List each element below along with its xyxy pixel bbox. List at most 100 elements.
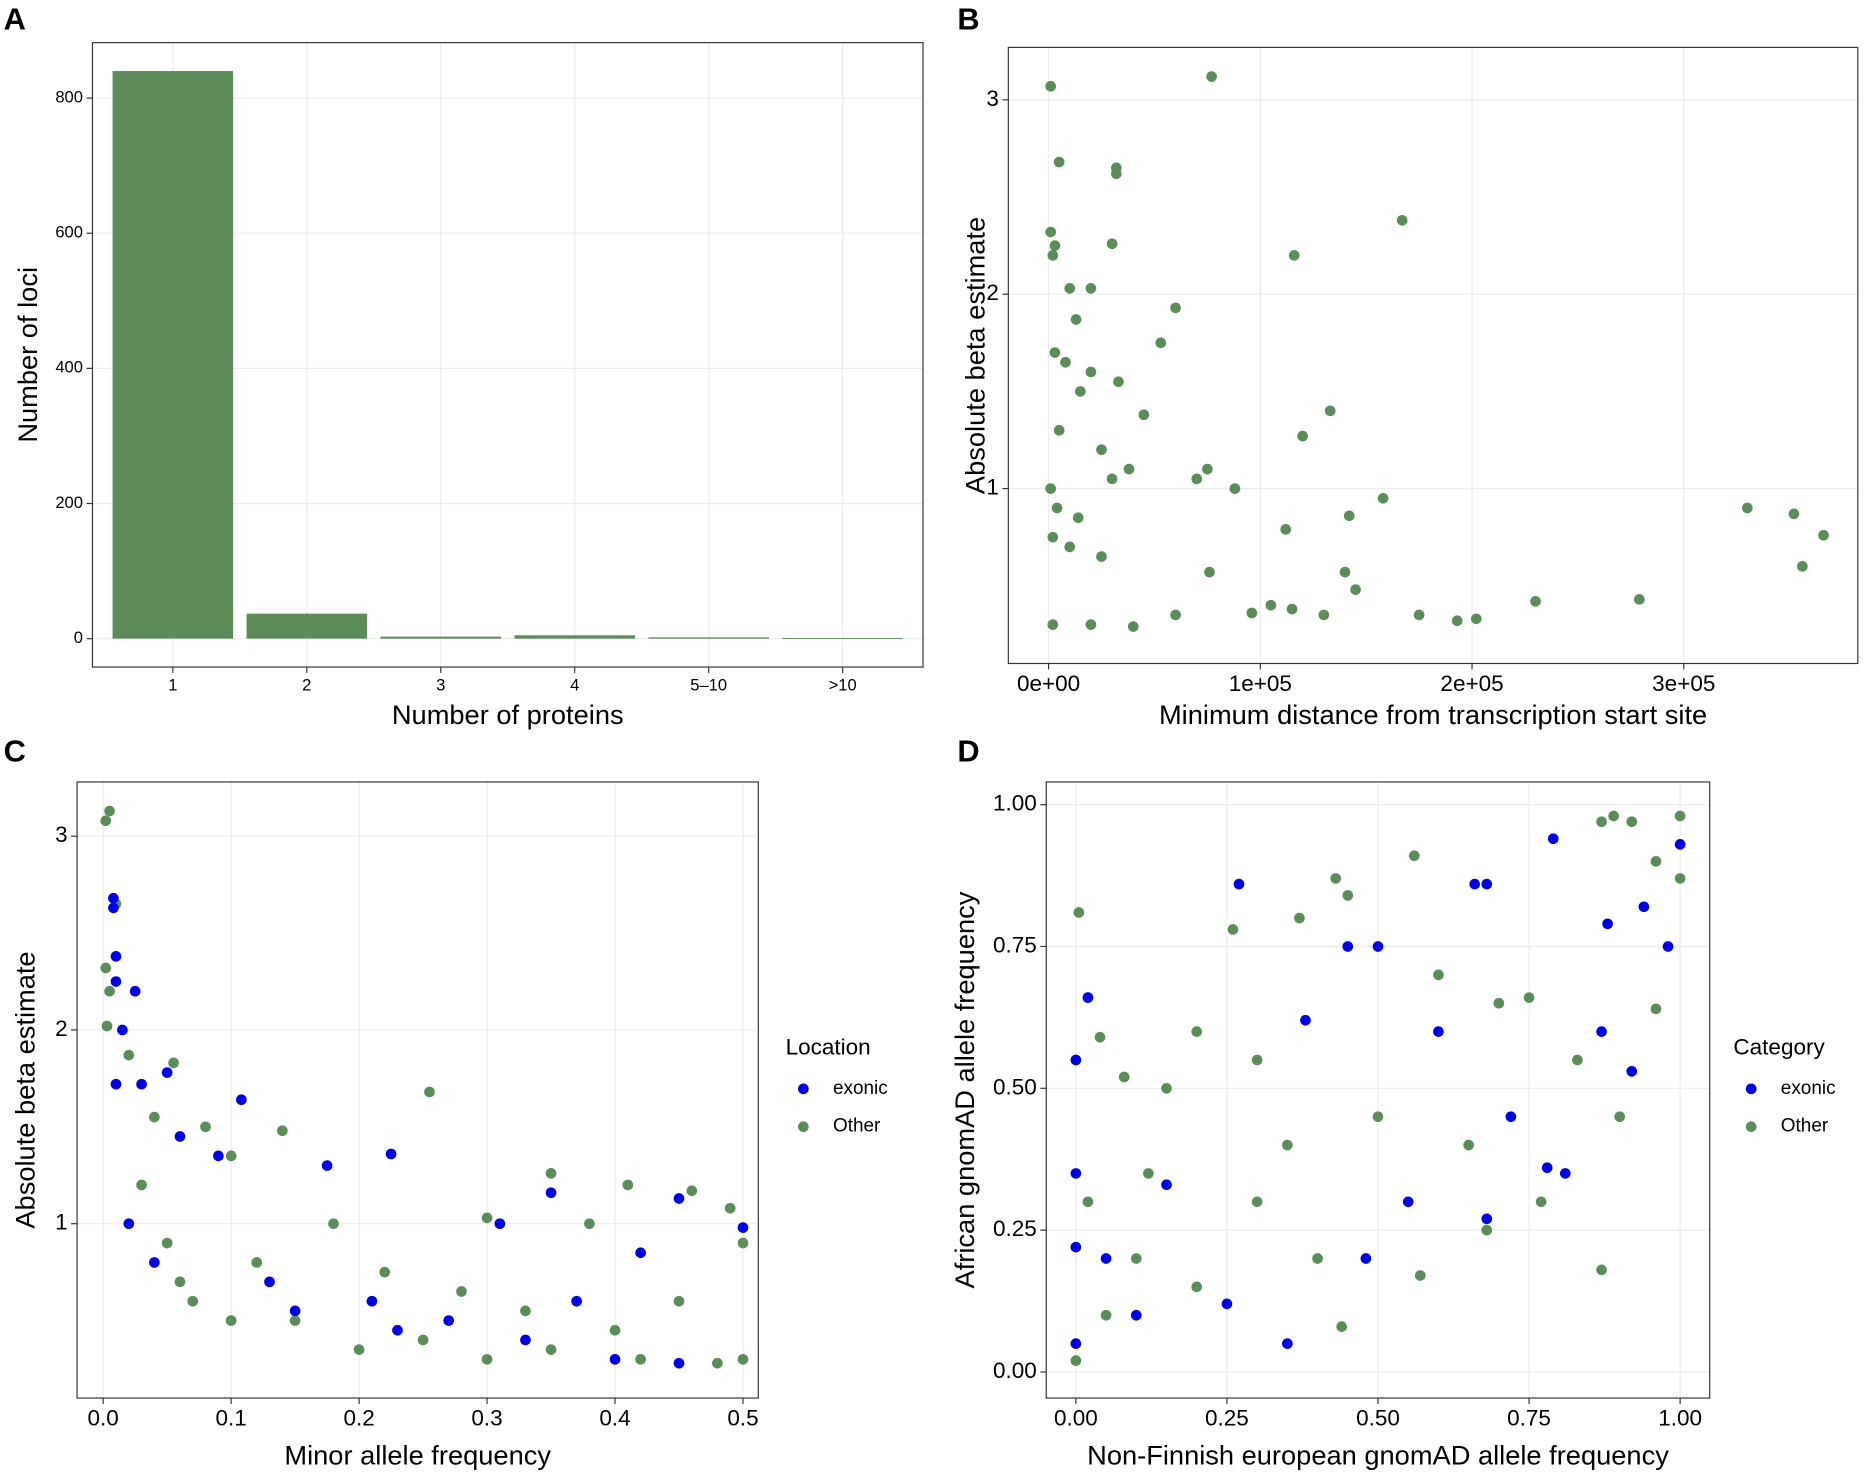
- point: [1045, 80, 1057, 92]
- point: [251, 1257, 263, 1268]
- point: [1073, 907, 1085, 918]
- plot-border: [91, 42, 924, 668]
- point: [1106, 473, 1118, 485]
- legend-title: Location: [786, 1035, 871, 1060]
- point: [1312, 1253, 1323, 1264]
- point: [1045, 483, 1057, 494]
- point: [1202, 463, 1213, 475]
- point: [1072, 512, 1084, 524]
- point: [1614, 1111, 1626, 1123]
- point: [225, 1150, 237, 1162]
- point: [1074, 386, 1086, 397]
- point: [1070, 1054, 1082, 1066]
- point: [1053, 156, 1065, 168]
- point: [392, 1324, 403, 1336]
- point: [1626, 1065, 1638, 1077]
- x-axis-title: Number of proteins: [392, 699, 624, 730]
- panel-label: A: [4, 1, 26, 36]
- point: [110, 1078, 122, 1090]
- x-tick-label: 4: [570, 675, 579, 694]
- point: [117, 1024, 128, 1036]
- x-tick-label: 0.75: [1507, 1405, 1551, 1430]
- legend-swatch: [798, 1121, 809, 1133]
- point: [673, 1295, 685, 1307]
- y-tick-label: 0.25: [993, 1216, 1037, 1241]
- x-tick-label: 0.50: [1356, 1405, 1400, 1430]
- point: [686, 1185, 698, 1197]
- point: [724, 1202, 736, 1214]
- point: [1294, 912, 1305, 924]
- point: [161, 1237, 173, 1249]
- point: [1360, 1253, 1372, 1264]
- point: [1064, 541, 1076, 553]
- point: [1674, 810, 1686, 822]
- point: [1608, 810, 1619, 822]
- point: [213, 1150, 224, 1162]
- point: [225, 1315, 237, 1326]
- y-tick-label: 0.75: [993, 932, 1037, 957]
- point: [1191, 1026, 1203, 1037]
- x-tick-label: 3: [436, 675, 445, 694]
- legend-swatch: [798, 1083, 809, 1095]
- point: [123, 1049, 135, 1061]
- point: [1082, 992, 1094, 1003]
- point: [1204, 566, 1215, 578]
- point: [1047, 531, 1059, 543]
- point: [1070, 1241, 1082, 1253]
- x-tick-label: 5–10: [690, 675, 727, 694]
- point: [1070, 1168, 1082, 1179]
- point: [1330, 873, 1342, 884]
- point: [1113, 376, 1124, 388]
- point: [609, 1353, 621, 1365]
- legend-label: Other: [1781, 1116, 1828, 1137]
- point: [187, 1295, 199, 1307]
- point: [1070, 314, 1082, 325]
- point: [1788, 508, 1800, 520]
- point: [1118, 1071, 1130, 1083]
- bar: [112, 71, 234, 639]
- y-tick-label: 0.00: [993, 1358, 1037, 1383]
- point: [1493, 997, 1505, 1009]
- point: [1096, 551, 1107, 562]
- point: [168, 1057, 179, 1069]
- legend-swatch: [1745, 1083, 1757, 1095]
- point: [1638, 901, 1650, 913]
- y-axis-title: Number of loci: [12, 267, 43, 443]
- point: [1626, 816, 1638, 828]
- point: [100, 815, 112, 827]
- point: [1251, 1196, 1263, 1208]
- point: [1523, 992, 1535, 1003]
- y-tick-label: 0.50: [993, 1074, 1037, 1099]
- x-axis-title: Minor allele frequency: [284, 1440, 551, 1471]
- point: [1130, 1253, 1142, 1264]
- y-tick-label: 600: [55, 223, 83, 242]
- plot-border: [1007, 46, 1859, 665]
- point: [1481, 1224, 1493, 1236]
- point: [1288, 250, 1300, 261]
- point: [1633, 594, 1645, 605]
- point: [1096, 444, 1107, 456]
- point: [104, 805, 115, 817]
- point: [1469, 878, 1480, 890]
- point: [1797, 560, 1808, 572]
- point: [1602, 918, 1613, 930]
- point: [161, 1067, 173, 1078]
- point: [1161, 1179, 1172, 1191]
- point: [328, 1218, 339, 1230]
- bar: [380, 636, 502, 639]
- point: [1505, 1111, 1517, 1123]
- point: [1155, 337, 1167, 349]
- point: [1170, 609, 1181, 621]
- point: [1372, 1111, 1384, 1123]
- point: [1161, 1082, 1172, 1094]
- bar: [782, 637, 903, 639]
- x-tick-label: 0.4: [599, 1405, 630, 1430]
- point: [149, 1111, 160, 1123]
- point: [1451, 615, 1463, 627]
- point: [1463, 1139, 1474, 1151]
- x-tick-label: 0.2: [343, 1405, 374, 1430]
- point: [1372, 941, 1384, 952]
- point: [1481, 1213, 1493, 1225]
- point: [108, 902, 119, 914]
